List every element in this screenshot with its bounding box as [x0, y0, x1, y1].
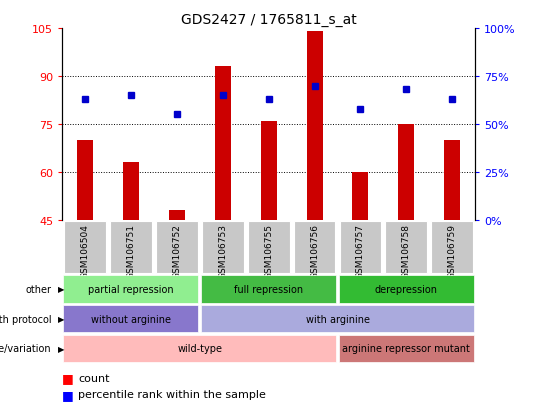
Bar	[202, 222, 244, 273]
Bar	[64, 275, 198, 303]
Text: ▶: ▶	[58, 285, 64, 294]
Bar	[339, 275, 474, 303]
Bar	[399, 125, 414, 221]
Text: wild-type: wild-type	[177, 344, 222, 354]
Text: GSM106755: GSM106755	[264, 223, 273, 278]
Text: growth protocol: growth protocol	[0, 314, 51, 324]
Bar	[110, 222, 152, 273]
Bar	[339, 335, 474, 362]
Text: GSM106752: GSM106752	[172, 223, 181, 278]
Bar	[156, 222, 198, 273]
Text: with arginine: with arginine	[306, 314, 369, 324]
Bar	[169, 211, 185, 221]
Title: GDS2427 / 1765811_s_at: GDS2427 / 1765811_s_at	[181, 12, 356, 26]
Bar	[444, 141, 460, 221]
Text: ■: ■	[62, 388, 74, 401]
Bar	[215, 67, 231, 221]
Bar	[353, 173, 368, 221]
Text: ■: ■	[62, 371, 74, 385]
Text: genotype/variation: genotype/variation	[0, 344, 51, 354]
Bar	[64, 335, 336, 362]
Text: GSM106757: GSM106757	[356, 223, 365, 278]
Bar	[64, 305, 198, 332]
Bar	[123, 163, 139, 221]
Text: GSM106753: GSM106753	[218, 223, 227, 278]
Text: ▶: ▶	[58, 344, 64, 353]
Text: partial repression: partial repression	[88, 284, 174, 294]
Bar	[248, 222, 289, 273]
Text: ▶: ▶	[58, 314, 64, 323]
Text: count: count	[78, 373, 110, 383]
Text: GSM106756: GSM106756	[310, 223, 319, 278]
Text: other: other	[25, 284, 51, 294]
Bar	[340, 222, 381, 273]
Bar	[64, 222, 106, 273]
Bar	[294, 222, 335, 273]
Bar	[77, 141, 93, 221]
Bar	[201, 305, 474, 332]
Bar	[201, 275, 336, 303]
Text: without arginine: without arginine	[91, 314, 171, 324]
Bar	[386, 222, 427, 273]
Text: arginine repressor mutant: arginine repressor mutant	[342, 344, 470, 354]
Bar	[307, 32, 322, 221]
Text: GSM106751: GSM106751	[126, 223, 136, 278]
Text: GSM106758: GSM106758	[402, 223, 411, 278]
Bar	[261, 121, 276, 221]
Text: GSM106504: GSM106504	[80, 223, 90, 278]
Text: full repression: full repression	[234, 284, 303, 294]
Text: derepression: derepression	[375, 284, 438, 294]
Bar	[431, 222, 473, 273]
Text: percentile rank within the sample: percentile rank within the sample	[78, 389, 266, 399]
Text: GSM106759: GSM106759	[448, 223, 457, 278]
